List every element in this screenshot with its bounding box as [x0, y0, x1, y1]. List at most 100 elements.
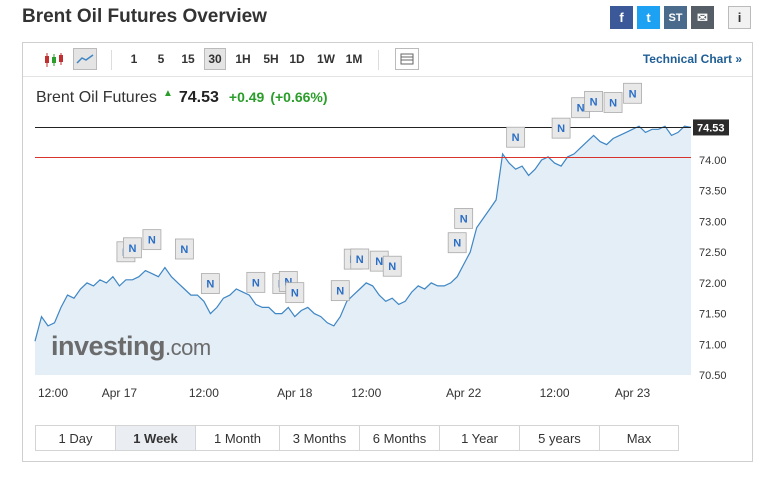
news-marker-box	[447, 232, 467, 254]
toolbar-divider	[111, 50, 112, 70]
news-marker-box	[382, 255, 402, 277]
news-marker-label: N	[180, 244, 188, 256]
y-tick-label: 72.00	[699, 278, 727, 290]
price-change-percent: (+0.66%)	[270, 89, 328, 105]
last-price-badge-label: 74.53	[697, 122, 725, 134]
range-button[interactable]: 1 Week	[116, 426, 196, 450]
stocktwits-share-icon[interactable]: ST	[664, 6, 687, 29]
range-button[interactable]: 3 Months	[280, 426, 360, 450]
news-marker-label: N	[512, 132, 520, 144]
news-marker[interactable]: N	[285, 282, 305, 304]
news-marker-label: N	[336, 286, 344, 298]
news-marker[interactable]: N	[447, 232, 467, 254]
instrument-name: Brent Oil Futures	[36, 89, 157, 106]
email-share-icon[interactable]: ✉	[691, 6, 714, 29]
price-chart[interactable]: 74.00 73.50 73.00 72.50 72.00 71.50 71.00 70.50…	[23, 43, 754, 423]
news-marker-label: N	[388, 261, 396, 273]
news-marker[interactable]: N	[623, 82, 642, 104]
x-tick-label: 12:00	[189, 386, 219, 400]
news-marker-label: N	[356, 254, 364, 266]
news-marker[interactable]: N	[330, 280, 350, 302]
twitter-share-icon[interactable]: t	[637, 6, 660, 29]
area-chart-icon[interactable]	[73, 48, 97, 70]
news-marker-box	[623, 82, 642, 104]
y-tick-label: 72.50	[699, 247, 727, 259]
investing-logo: investing.com	[51, 331, 211, 361]
x-tick-label: Apr 17	[102, 386, 138, 400]
news-marker-label: N	[609, 98, 617, 110]
facebook-share-icon[interactable]: f	[610, 6, 633, 29]
x-tick-label: Apr 22	[446, 386, 482, 400]
price-line	[34, 125, 692, 342]
y-tick-label: 71.50	[699, 309, 727, 321]
news-marker[interactable]: N	[246, 271, 266, 293]
news-marker-box	[551, 117, 571, 139]
y-tick-label: 73.50	[699, 186, 727, 198]
x-tick-label: Apr 23	[615, 386, 651, 400]
news-marker-label: N	[590, 96, 598, 108]
x-tick-label: 12:00	[351, 386, 381, 400]
news-marker-label: N	[557, 123, 565, 135]
chart-panel: 1 5 15 30 1H 5H 1D 1W 1M Technical Chart » Brent…	[22, 42, 753, 462]
news-marker-label: N	[291, 288, 299, 300]
interval-button[interactable]: 1M	[345, 52, 363, 66]
news-marker-box	[454, 208, 474, 229]
news-marker[interactable]: N	[506, 126, 526, 148]
time-range-selector: 1 Day 1 Week 1 Month 3 Months 6 Months 1 Year…	[35, 425, 679, 451]
news-marker[interactable]: N	[142, 229, 162, 251]
range-button[interactable]: 1 Year	[440, 426, 520, 450]
x-tick-label: Apr 18	[277, 386, 313, 400]
news-marker-label: N	[206, 279, 214, 291]
news-marker[interactable]: N	[123, 237, 142, 259]
x-tick-label: 12:00	[38, 386, 68, 400]
news-marker[interactable]: N	[200, 273, 220, 294]
technical-chart-link[interactable]: Technical Chart »	[642, 52, 742, 66]
news-marker[interactable]: N	[382, 255, 402, 277]
toolbar-divider	[378, 50, 379, 70]
candlestick-chart-icon[interactable]	[43, 52, 65, 68]
news-marker[interactable]: N	[603, 92, 623, 113]
y-tick-label: 74.00	[699, 155, 727, 167]
interval-button[interactable]: 30	[204, 48, 226, 70]
up-arrow-icon: ▲	[162, 88, 173, 99]
range-button[interactable]: 5 years	[520, 426, 600, 450]
x-tick-label: 12:00	[540, 386, 570, 400]
info-icon[interactable]: i	[728, 6, 751, 29]
interval-button[interactable]: 1D	[289, 52, 305, 66]
interval-button[interactable]: 1H	[235, 52, 251, 66]
range-button[interactable]: 1 Day	[36, 426, 116, 450]
news-marker[interactable]: N	[584, 91, 603, 112]
news-marker-box	[285, 282, 305, 304]
quote-header: Brent Oil Futures ▲ 74.53 +0.49 (+0.66%)	[36, 88, 328, 107]
page-title: Brent Oil Futures Overview	[22, 6, 267, 27]
y-tick-label: 71.00	[699, 339, 727, 351]
y-tick-label: 73.00	[699, 216, 727, 228]
share-bar: f t ST ✉ i	[610, 6, 751, 29]
interval-button[interactable]: 5	[157, 52, 165, 66]
news-marker-label: N	[577, 103, 585, 115]
news-marker[interactable]: N	[551, 117, 571, 139]
news-marker-box	[246, 271, 266, 293]
interval-button[interactable]: 15	[181, 52, 195, 66]
news-marker-label: N	[460, 213, 468, 225]
table-view-icon[interactable]	[395, 48, 419, 70]
range-button[interactable]: 6 Months	[360, 426, 440, 450]
price-area-fill	[35, 126, 691, 375]
news-marker-label: N	[128, 243, 136, 255]
news-marker[interactable]: N	[174, 238, 194, 260]
y-tick-label: 70.50	[699, 370, 727, 382]
interval-button[interactable]: 1	[130, 52, 138, 66]
news-marker-box	[330, 280, 350, 302]
interval-button[interactable]: 5H	[263, 52, 279, 66]
news-marker[interactable]: N	[454, 208, 474, 229]
news-marker-label: N	[148, 235, 156, 247]
news-marker-box	[506, 126, 526, 148]
range-button[interactable]: 1 Month	[196, 426, 280, 450]
last-price: 74.53	[178, 89, 219, 106]
news-marker[interactable]: N	[350, 248, 370, 270]
news-marker-box	[584, 91, 603, 112]
news-marker-box	[603, 92, 623, 113]
interval-button[interactable]: 1W	[317, 52, 335, 66]
range-button[interactable]: Max	[600, 426, 678, 450]
last-price-badge	[693, 119, 729, 136]
